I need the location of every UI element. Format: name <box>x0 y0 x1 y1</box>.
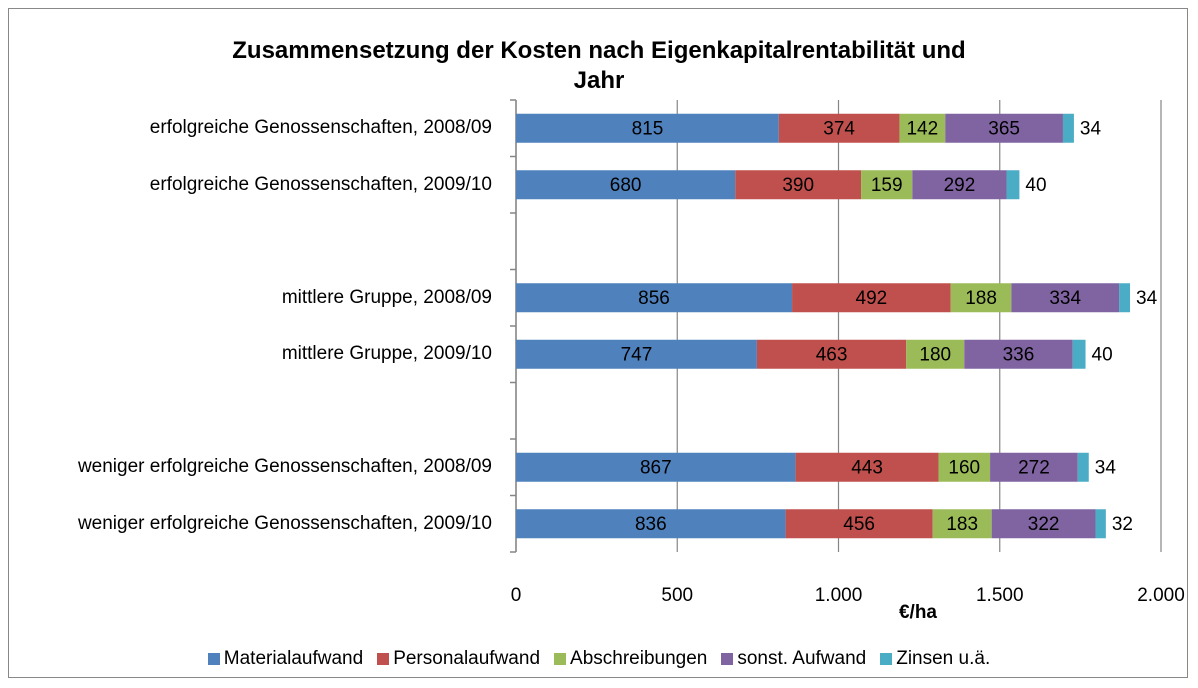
data-label: 292 <box>944 175 976 196</box>
legend-swatch <box>207 653 220 665</box>
data-label: 456 <box>843 514 875 535</box>
bar-segment <box>516 113 779 143</box>
data-label: 34 <box>1095 457 1117 478</box>
data-label: 188 <box>965 288 997 309</box>
bar-segment <box>1011 283 1120 313</box>
data-label: 159 <box>871 175 903 196</box>
bar-segment <box>912 170 1007 200</box>
bar-segment <box>516 509 786 539</box>
title-box: Zusammensetzung der Kosten nach Eigenkap… <box>0 36 1198 96</box>
bar-segment <box>861 170 913 200</box>
bar-segment <box>1006 170 1020 200</box>
bar-segment <box>735 170 862 200</box>
data-label: 443 <box>851 457 883 478</box>
legend-item: Abschreibungen <box>554 648 707 670</box>
legend-item: Personalaufwand <box>377 648 540 670</box>
data-label: 34 <box>1080 118 1102 139</box>
data-label: 463 <box>816 344 848 365</box>
x-axis-label: €/ha <box>899 602 937 623</box>
y-tick-label-box: weniger erfolgreiche Genossenschaften, 2… <box>12 513 492 535</box>
data-label: 272 <box>1018 457 1050 478</box>
y-tick-label: weniger erfolgreiche Genossenschaften, 2… <box>77 456 492 478</box>
chart-title: Zusammensetzung der Kosten nach Eigenkap… <box>232 37 966 94</box>
legend-swatch <box>721 653 734 665</box>
y-tick-label: erfolgreiche Genossenschaften, 2008/09 <box>149 117 492 139</box>
y-tick-label-box: erfolgreiche Genossenschaften, 2008/09 <box>12 117 492 139</box>
y-tick-label: erfolgreiche Genossenschaften, 2009/10 <box>149 173 492 195</box>
bar-segment <box>991 509 1096 539</box>
legend-swatch <box>880 653 893 665</box>
x-tick-label: 500 <box>661 585 693 606</box>
data-label: 390 <box>782 175 814 196</box>
y-tick-label: mittlere Gruppe, 2008/09 <box>281 286 492 308</box>
x-tick-label: 0 <box>511 585 522 606</box>
data-label: 40 <box>1025 175 1046 196</box>
legend-item: Materialaufwand <box>207 648 364 670</box>
data-label: 183 <box>946 514 978 535</box>
x-tick-label: 1.500 <box>976 585 1024 606</box>
data-label: 867 <box>640 457 672 478</box>
bar-segment <box>964 339 1073 369</box>
bar-segment <box>516 452 796 482</box>
chart-border <box>8 8 1188 678</box>
bar-segment <box>516 170 736 200</box>
bar-segment <box>938 452 991 482</box>
legend-swatch <box>377 653 390 665</box>
bar-segment <box>990 452 1078 482</box>
data-label: 322 <box>1028 514 1060 535</box>
data-label: 856 <box>638 288 670 309</box>
bar-segment <box>792 283 951 313</box>
data-label: 180 <box>919 344 951 365</box>
legend-item: Zinsen u.ä. <box>880 648 990 670</box>
bar-segment <box>795 452 939 482</box>
bar-segment <box>1077 452 1089 482</box>
bar-segment <box>778 113 900 143</box>
bar-segment <box>1095 509 1106 539</box>
bar-segment <box>516 283 793 313</box>
bar-segment <box>1062 113 1074 143</box>
data-label: 815 <box>632 118 664 139</box>
y-tick-label-box: weniger erfolgreiche Genossenschaften, 2… <box>12 456 492 478</box>
data-label: 40 <box>1092 344 1113 365</box>
legend-label: Materialaufwand <box>223 648 364 669</box>
y-tick-label-box: mittlere Gruppe, 2008/09 <box>12 287 492 309</box>
data-label: 160 <box>948 457 980 478</box>
legend-swatch <box>554 653 567 665</box>
data-label: 492 <box>856 288 888 309</box>
data-label: 34 <box>1136 288 1158 309</box>
data-label: 374 <box>823 118 855 139</box>
bar-segment <box>950 283 1012 313</box>
legend-label: sonst. Aufwand <box>737 648 867 669</box>
data-label: 680 <box>610 175 642 196</box>
bar-segment <box>932 509 992 539</box>
bar-segment <box>756 339 907 369</box>
bar-segment <box>516 339 757 369</box>
data-label: 836 <box>635 514 667 535</box>
data-label: 142 <box>906 118 938 139</box>
legend-label: Zinsen u.ä. <box>896 648 991 669</box>
data-label: 32 <box>1112 514 1133 535</box>
x-tick-label: 1.000 <box>815 585 863 606</box>
bar-segment <box>785 509 933 539</box>
bar-segment <box>1072 339 1086 369</box>
data-label: 336 <box>1003 344 1035 365</box>
y-tick-label: weniger erfolgreiche Genossenschaften, 2… <box>77 512 492 534</box>
legend-label: Personalaufwand <box>393 648 541 669</box>
bar-segment <box>945 113 1063 143</box>
y-tick-label-box: erfolgreiche Genossenschaften, 2009/10 <box>12 174 492 196</box>
bar-segment <box>1119 283 1131 313</box>
x-tick-label: 2.000 <box>1137 585 1185 606</box>
y-tick-label-box: mittlere Gruppe, 2009/10 <box>12 343 492 365</box>
data-label: 365 <box>988 118 1020 139</box>
y-tick-label: mittlere Gruppe, 2009/10 <box>281 343 492 365</box>
legend-item: sonst. Aufwand <box>721 648 866 670</box>
bar-segment <box>906 339 965 369</box>
data-label: 747 <box>621 344 653 365</box>
bar-segment <box>899 113 946 143</box>
legend-label: Abschreibungen <box>570 648 708 669</box>
data-label: 334 <box>1049 288 1081 309</box>
legend: Materialaufwand Personalaufwand Abschreibu… <box>0 648 1198 670</box>
